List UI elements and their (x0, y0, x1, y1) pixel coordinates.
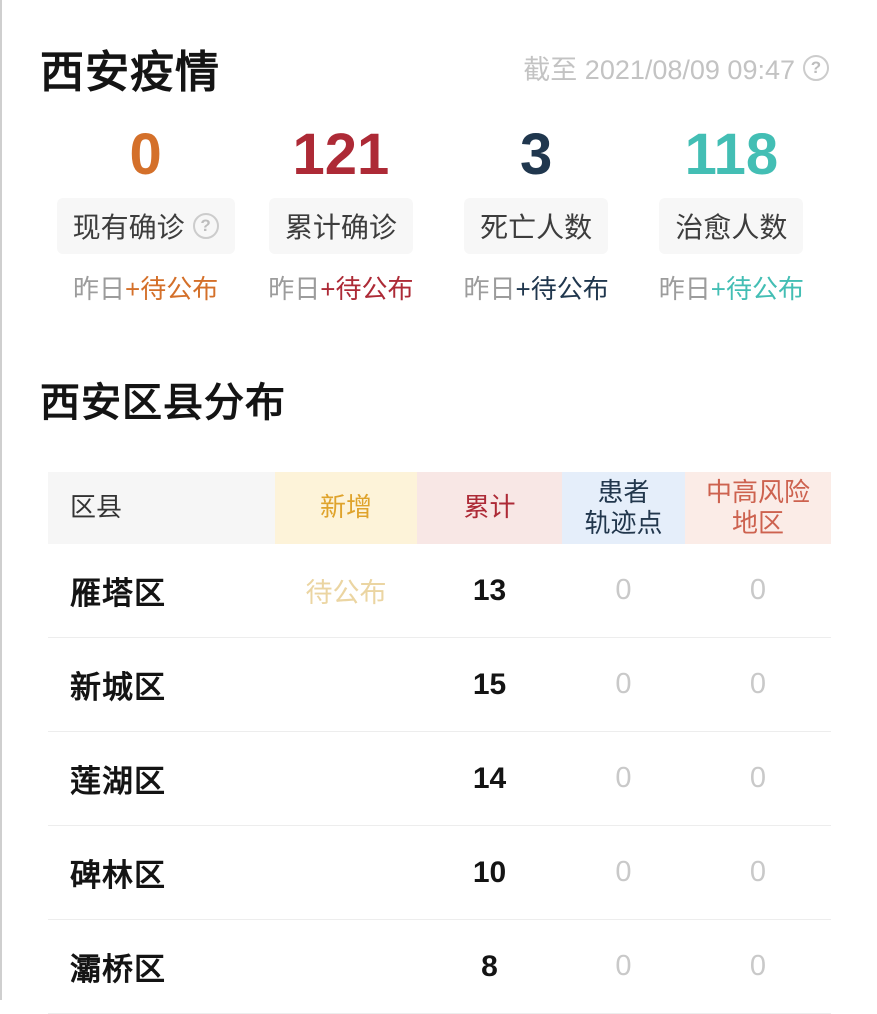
yesterday-label: 昨日 (73, 274, 126, 304)
cumulative-cases-value: 13 (472, 573, 507, 607)
table-row: 雁塔区 待公布 13 0 0 (48, 544, 831, 638)
stat-card-recovered: 118 治愈人数 昨日+待公布 (634, 126, 829, 306)
column-header-district: 区县 (48, 472, 275, 544)
timestamp-help-icon[interactable]: ? (803, 54, 829, 81)
stat-label: 治愈人数 (675, 212, 788, 243)
cumulative-cases-value: 8 (481, 949, 498, 983)
new-cases-value: 待公布 (305, 578, 387, 608)
district-name: 碑林区 (70, 858, 166, 893)
data-timestamp: 截至 2021/08/09 09:47 ? (523, 48, 829, 87)
table-row: 莲湖区 14 0 0 (48, 732, 831, 826)
stat-card-deaths: 3 死亡人数 昨日+待公布 (439, 126, 634, 306)
page-title: 西安疫情 (40, 48, 220, 97)
stat-label-pill: 死亡人数 (464, 198, 609, 254)
risk-areas-value: 0 (749, 668, 767, 700)
trajectory-points-value: 0 (615, 762, 632, 794)
table-row: 新城区 15 0 0 (48, 638, 831, 732)
district-name: 新城区 (70, 670, 166, 705)
stat-value: 118 (684, 122, 779, 187)
trajectory-points-value: 0 (615, 574, 632, 606)
stat-yesterday: 昨日+待公布 (73, 269, 218, 306)
district-name: 雁塔区 (70, 576, 166, 611)
risk-areas-value: 0 (749, 574, 767, 606)
section-title-district-distribution: 西安区县分布 (40, 381, 286, 425)
page-header: 西安疫情 截至 2021/08/09 09:47 ? (40, 36, 829, 100)
stat-label: 现有确诊 (72, 212, 185, 243)
risk-areas-value: 0 (749, 950, 767, 982)
stat-value: 121 (292, 122, 390, 187)
table-header-row: 区县 新增 累计 患者 轨迹点 中高风险 地区 (48, 472, 831, 544)
cumulative-cases-value: 15 (472, 667, 507, 701)
stat-label: 死亡人数 (480, 212, 593, 243)
risk-areas-value: 0 (749, 762, 767, 794)
stat-yesterday: 昨日+待公布 (268, 269, 413, 306)
stat-label-pill: 累计确诊 (268, 198, 413, 254)
stat-yesterday: 昨日+待公布 (659, 269, 804, 306)
yesterday-value: +待公布 (320, 274, 414, 304)
trajectory-points-value: 0 (615, 856, 632, 888)
risk-areas-value: 0 (749, 856, 767, 888)
yesterday-value: +待公布 (515, 274, 609, 304)
stats-row: 0 现有确诊 ? 昨日+待公布 121 累计确诊 昨日+待公布 3 死亡人数 (48, 126, 829, 306)
yesterday-value: +待公布 (710, 274, 804, 304)
stat-label: 累计确诊 (284, 212, 397, 243)
stat-yesterday: 昨日+待公布 (464, 269, 609, 306)
table-row: 碑林区 10 0 0 (48, 826, 831, 920)
yesterday-label: 昨日 (463, 274, 516, 304)
district-name: 莲湖区 (70, 764, 166, 799)
stat-value: 3 (519, 122, 553, 187)
stat-value: 0 (129, 122, 162, 187)
district-name: 灞桥区 (70, 952, 166, 987)
trajectory-points-value: 0 (615, 668, 632, 700)
yesterday-label: 昨日 (658, 274, 711, 304)
column-header-new-cases: 新增 (275, 472, 417, 544)
stat-card-current-confirmed: 0 现有确诊 ? 昨日+待公布 (48, 126, 243, 306)
stat-label-pill: 治愈人数 (659, 198, 804, 254)
stat-label-pill: 现有确诊 ? (56, 198, 235, 254)
cumulative-cases-value: 10 (472, 855, 507, 889)
current-confirmed-help-icon[interactable]: ? (192, 213, 219, 239)
yesterday-value: +待公布 (125, 274, 219, 304)
trajectory-points-value: 0 (615, 950, 632, 982)
cumulative-cases-value: 14 (472, 761, 507, 795)
district-table-body: 雁塔区 待公布 13 0 0 新城区 15 0 0 莲湖区 14 0 0 碑林区… (48, 544, 831, 1014)
stat-card-cumulative-confirmed: 121 累计确诊 昨日+待公布 (243, 126, 438, 306)
district-table: 区县 新增 累计 患者 轨迹点 中高风险 地区 雁塔区 待公布 13 0 0 新… (48, 472, 831, 1014)
column-header-cumulative: 累计 (417, 472, 562, 544)
column-header-risk-areas: 中高风险 地区 (685, 472, 831, 544)
column-header-trajectory-points: 患者 轨迹点 (562, 472, 685, 544)
yesterday-label: 昨日 (268, 274, 321, 304)
timestamp-text: 截至 2021/08/09 09:47 (523, 55, 795, 85)
